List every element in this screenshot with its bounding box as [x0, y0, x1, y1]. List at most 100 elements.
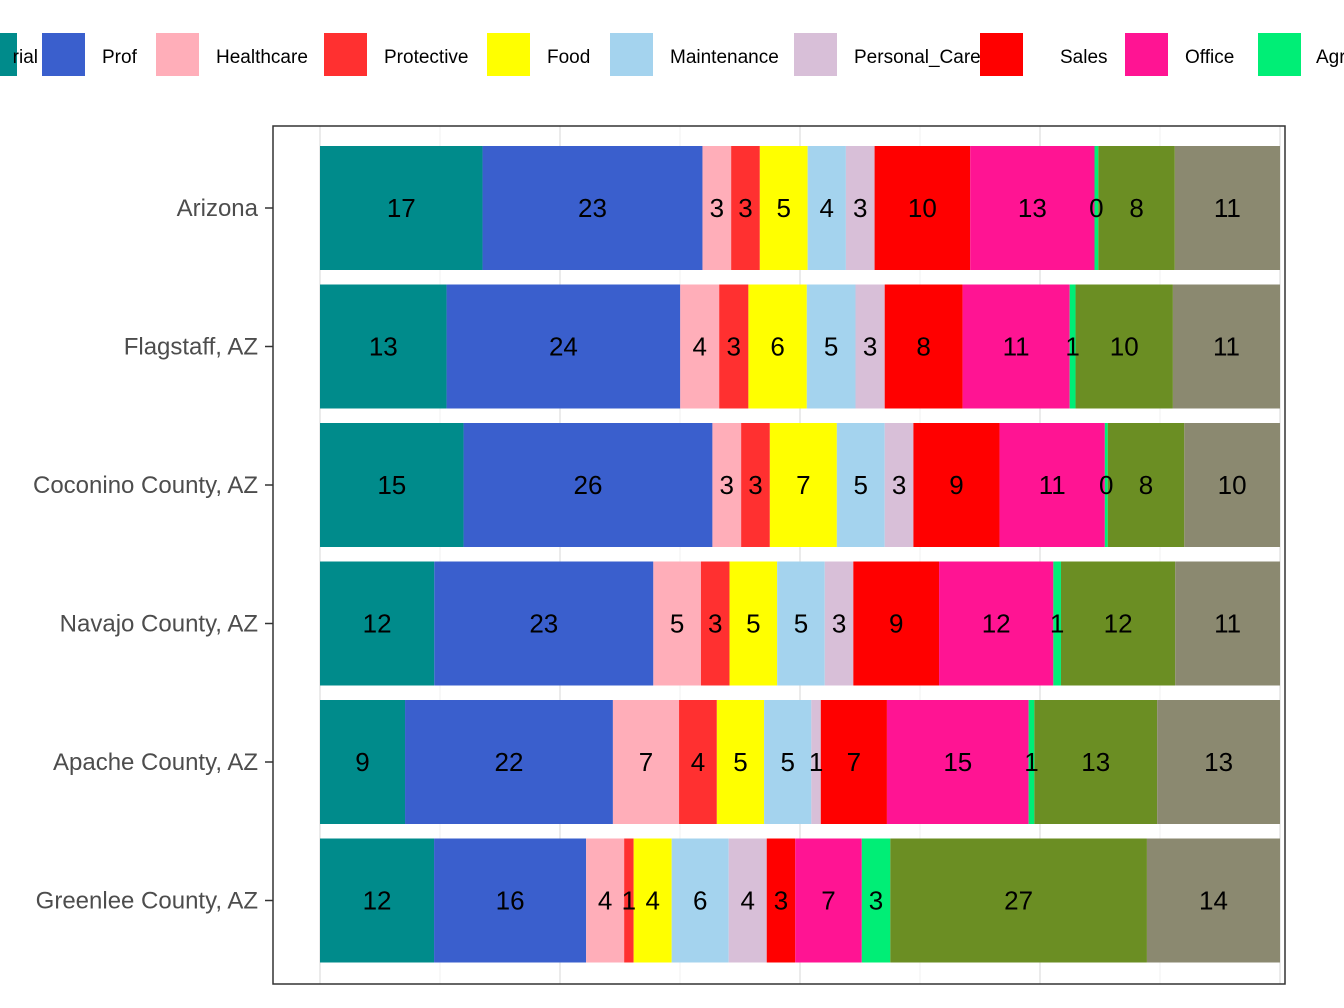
bar-segment — [999, 423, 1105, 547]
data-label: 6 — [770, 332, 784, 362]
legend-key — [610, 33, 653, 76]
bar-segment — [824, 561, 854, 686]
legend-key — [1125, 33, 1168, 76]
bar-segment — [836, 423, 885, 547]
bar-segment — [1172, 284, 1280, 409]
y-tick-label: Greenlee County, AZ — [36, 888, 258, 915]
bar-segment — [719, 284, 749, 409]
data-label: 7 — [796, 470, 810, 500]
data-label: 24 — [549, 332, 578, 362]
bar-segment — [482, 146, 703, 270]
bar-segment — [633, 838, 672, 963]
data-label: 7 — [639, 747, 653, 777]
bar-segment — [764, 700, 812, 824]
bar-segment — [679, 700, 717, 824]
bar-segment — [702, 146, 732, 270]
legend-label: Office — [1185, 47, 1234, 68]
bar-segment — [1098, 146, 1175, 270]
bar-segment — [463, 423, 713, 547]
data-label: 11 — [1214, 609, 1241, 639]
legend: rial Prof Healthcare Protective Food Maintena… — [0, 33, 1344, 76]
data-label: 3 — [727, 332, 741, 362]
bar-segment — [811, 700, 821, 824]
data-label: 5 — [824, 332, 838, 362]
bar-segment — [1053, 561, 1061, 686]
data-label: 7 — [821, 886, 835, 916]
data-label: 5 — [670, 609, 684, 639]
bar-segment — [1174, 146, 1280, 270]
data-label: 4 — [598, 886, 612, 916]
legend-label: rial — [13, 47, 38, 68]
bar-segment — [845, 146, 875, 270]
data-label: 3 — [853, 193, 867, 223]
data-label: 5 — [854, 470, 868, 500]
legend-key — [1258, 33, 1301, 76]
data-label: 26 — [574, 470, 603, 500]
data-label: 9 — [889, 609, 903, 639]
data-label: 3 — [892, 470, 906, 500]
bar-segment — [446, 284, 681, 409]
bar-segment — [1069, 284, 1076, 409]
bar-segment — [962, 284, 1070, 409]
data-label: 3 — [832, 609, 846, 639]
bar-segment — [884, 423, 914, 547]
legend-key — [42, 33, 85, 76]
bar-segment — [716, 700, 765, 824]
data-label: 13 — [1081, 747, 1110, 777]
data-label: 11 — [1039, 470, 1066, 500]
data-label: 1 — [809, 747, 823, 777]
bar-segment — [612, 700, 680, 824]
bar-segment — [855, 284, 885, 409]
legend-label: Personal_Care — [854, 47, 981, 68]
legend-key — [794, 33, 837, 76]
bar-segment — [700, 561, 730, 686]
y-tick-label: Arizona — [177, 195, 259, 222]
data-label: 6 — [693, 886, 707, 916]
bar-segment — [320, 838, 435, 963]
legend-key — [324, 33, 367, 76]
legend-key — [156, 33, 199, 76]
bar-segment — [970, 146, 1095, 270]
data-label: 10 — [1110, 332, 1139, 362]
legend-label: Sales — [1060, 47, 1108, 68]
data-label: 4 — [692, 332, 706, 362]
data-label: 3 — [748, 470, 762, 500]
bar-segment — [405, 700, 613, 824]
bar-segment — [890, 838, 1147, 963]
data-label: 14 — [1199, 886, 1228, 916]
panel-border — [272, 125, 1286, 985]
legend-key — [0, 33, 17, 76]
data-label: 12 — [982, 609, 1011, 639]
data-label: 3 — [869, 886, 883, 916]
data-label: 11 — [1214, 193, 1241, 223]
bar-segment — [1060, 561, 1176, 686]
data-label: 7 — [847, 747, 861, 777]
legend-label: Food — [547, 47, 590, 68]
bar-segment — [874, 146, 971, 270]
bar-segment — [1094, 146, 1099, 270]
bar-segment — [806, 284, 856, 409]
bar-segment — [853, 561, 940, 686]
data-label: 1 — [1050, 609, 1064, 639]
bar-segment — [680, 284, 720, 409]
y-tick-label: Flagstaff, AZ — [124, 334, 258, 361]
data-label: 12 — [1104, 609, 1133, 639]
legend-label: Healthcare — [216, 47, 308, 68]
data-label: 3 — [708, 609, 722, 639]
data-label: 10 — [908, 193, 937, 223]
data-label: 1 — [1065, 332, 1079, 362]
bar-segment — [586, 838, 625, 963]
data-label: 17 — [387, 193, 416, 223]
bar-segment — [795, 838, 862, 963]
bar-segment — [1075, 284, 1173, 409]
bar-segment — [624, 838, 634, 963]
bar-segment — [320, 561, 435, 686]
bar-segment — [1034, 700, 1158, 824]
data-label: 5 — [777, 193, 791, 223]
data-label: 3 — [720, 470, 734, 500]
data-label: 15 — [943, 747, 972, 777]
bar-segment — [320, 700, 406, 824]
data-label: 13 — [369, 332, 398, 362]
bar-segment — [320, 284, 447, 409]
